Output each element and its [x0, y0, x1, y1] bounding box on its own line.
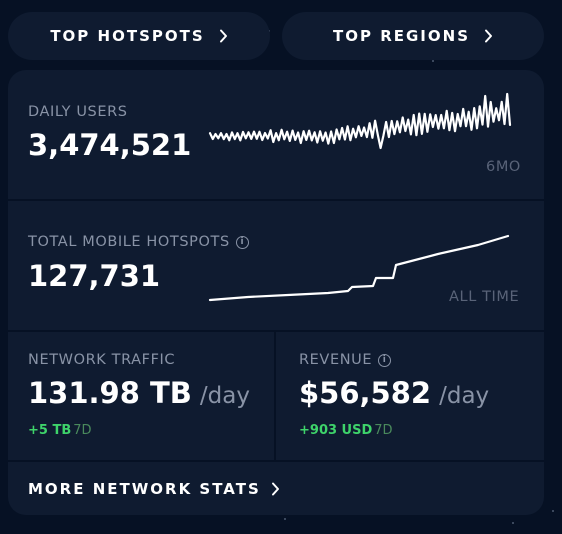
info-icon[interactable]: i — [378, 353, 392, 367]
revenue-delta: +903 USD 7D — [299, 423, 393, 438]
chevron-right-icon — [219, 29, 227, 43]
network-traffic-value: 131.98 TB/day — [28, 376, 250, 410]
top-regions-button[interactable]: TOP REGIONS — [282, 12, 544, 60]
more-network-stats-label: MORE NETWORK STATS — [28, 480, 261, 498]
background-star — [552, 510, 554, 512]
total-hotspots-period: ALL TIME — [449, 289, 520, 305]
network-traffic-label-text: NETWORK TRAFFIC — [28, 352, 176, 368]
network-traffic-label: NETWORK TRAFFIC — [28, 352, 175, 368]
section-divider — [8, 330, 544, 332]
more-network-stats-link[interactable]: MORE NETWORK STATS — [28, 480, 280, 498]
section-divider — [8, 460, 544, 462]
daily-users-sparkline — [208, 92, 512, 150]
top-hotspots-label: TOP HOTSPOTS — [50, 27, 205, 45]
revenue-label: REVENUE i — [299, 352, 392, 368]
daily-users-period: 6MO — [486, 159, 521, 175]
chevron-right-icon — [271, 482, 279, 496]
background-star — [284, 518, 286, 520]
total-hotspots-label: TOTAL MOBILE HOTSPOTS i — [28, 234, 249, 250]
network-traffic-delta-value: +5 TB — [28, 423, 72, 438]
top-regions-label: TOP REGIONS — [333, 27, 470, 45]
column-divider — [274, 332, 276, 460]
total-hotspots-sparkline — [208, 234, 510, 302]
section-divider — [8, 199, 544, 201]
top-hotspots-button[interactable]: TOP HOTSPOTS — [8, 12, 270, 60]
background-star — [432, 60, 434, 62]
revenue-delta-value: +903 USD — [299, 423, 373, 438]
daily-users-label: DAILY USERS — [28, 104, 128, 120]
network-traffic-amount: 131.98 TB — [28, 376, 192, 410]
revenue-unit: /day — [439, 383, 490, 409]
background-star — [512, 522, 514, 524]
network-traffic-delta: +5 TB 7D — [28, 423, 92, 438]
daily-users-label-text: DAILY USERS — [28, 104, 128, 120]
revenue-amount: $56,582 — [299, 376, 432, 410]
network-traffic-unit: /day — [199, 383, 250, 409]
info-icon[interactable]: i — [235, 235, 249, 249]
revenue-delta-window: 7D — [374, 423, 393, 438]
revenue-value: $56,582/day — [299, 376, 489, 410]
daily-users-value: 3,474,521 — [28, 128, 192, 162]
chevron-right-icon — [485, 29, 492, 43]
network-stats-card: DAILY USERS 3,474,521 6MO TOTAL MOBILE H… — [8, 70, 544, 515]
network-traffic-delta-window: 7D — [73, 423, 92, 438]
revenue-label-text: REVENUE — [299, 352, 373, 368]
total-hotspots-value: 127,731 — [28, 259, 161, 293]
total-hotspots-label-text: TOTAL MOBILE HOTSPOTS — [28, 234, 230, 250]
